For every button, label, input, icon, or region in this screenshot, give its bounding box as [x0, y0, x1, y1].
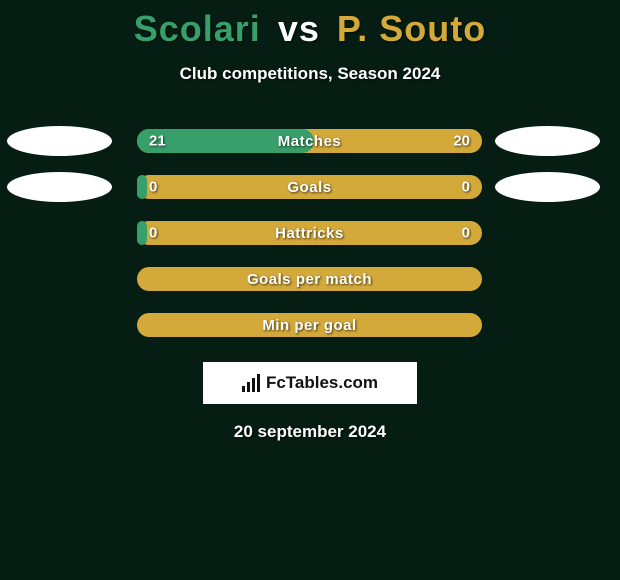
- stat-label: Matches: [278, 133, 342, 150]
- stat-value-right: 0: [462, 225, 470, 242]
- stat-label: Hattricks: [275, 225, 344, 242]
- stat-row: Min per goal: [0, 310, 620, 356]
- player1-name: Scolari: [134, 8, 261, 49]
- stat-value-left: 0: [149, 225, 157, 242]
- stat-fill-left: [137, 175, 147, 199]
- stat-pill: Hattricks 0 0: [137, 221, 482, 245]
- stat-row: Goals 0 0: [0, 172, 620, 218]
- stat-pill: Goals per match: [137, 267, 482, 291]
- stat-label: Min per goal: [262, 317, 356, 334]
- comparison-title: Scolari vs P. Souto: [0, 0, 620, 50]
- vs-label: vs: [278, 8, 320, 49]
- stat-value-left: 21: [149, 133, 166, 150]
- player2-avatar: [495, 172, 600, 202]
- subtitle: Club competitions, Season 2024: [0, 64, 620, 84]
- stat-fill-left: [137, 221, 147, 245]
- stat-row: Matches 21 20: [0, 126, 620, 172]
- player2-avatar: [495, 126, 600, 156]
- player1-avatar: [7, 126, 112, 156]
- stat-value-left: 0: [149, 179, 157, 196]
- stat-pill: Matches 21 20: [137, 129, 482, 153]
- stat-label: Goals per match: [247, 271, 372, 288]
- stat-row: Hattricks 0 0: [0, 218, 620, 264]
- stat-pill: Min per goal: [137, 313, 482, 337]
- player2-name: P. Souto: [337, 8, 486, 49]
- logo-box: FcTables.com: [203, 362, 417, 404]
- stat-value-right: 20: [453, 133, 470, 150]
- logo-text: FcTables.com: [266, 373, 378, 393]
- stat-pill: Goals 0 0: [137, 175, 482, 199]
- player1-avatar: [7, 172, 112, 202]
- stat-row: Goals per match: [0, 264, 620, 310]
- stat-value-right: 0: [462, 179, 470, 196]
- stat-label: Goals: [287, 179, 331, 196]
- footer-date: 20 september 2024: [0, 422, 620, 442]
- stats-area: Matches 21 20 Goals 0 0 Hattricks 0 0 Goals per m…: [0, 126, 620, 356]
- logo: FcTables.com: [242, 373, 378, 393]
- logo-chart-icon: [242, 374, 262, 392]
